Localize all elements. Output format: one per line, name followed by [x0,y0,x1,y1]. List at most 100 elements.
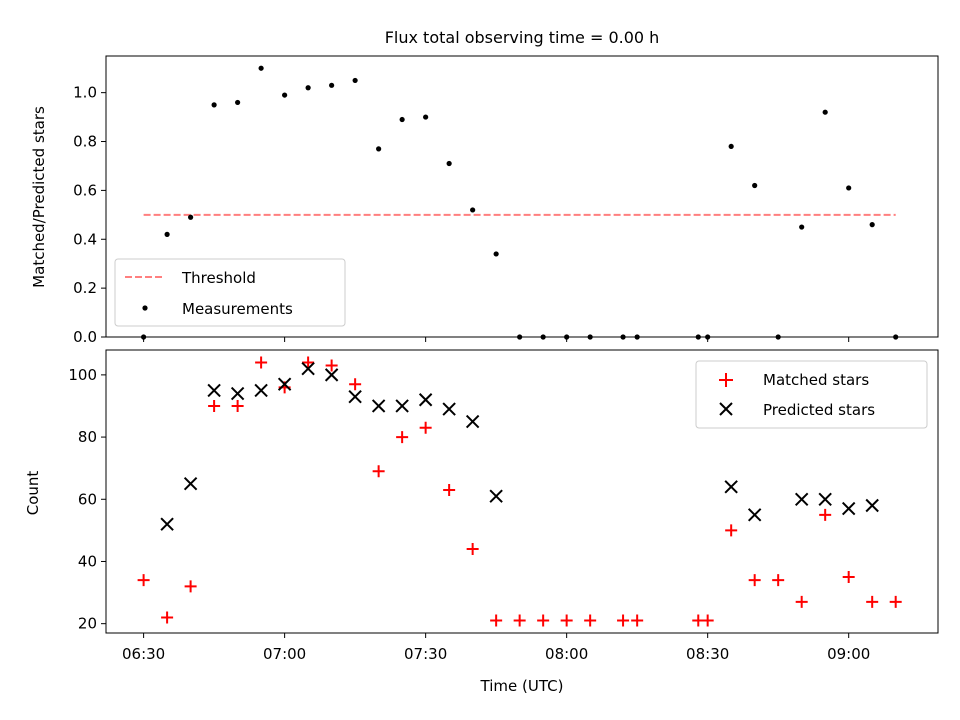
matched-star-point [184,580,197,593]
predicted-star-point [818,492,832,506]
matched-star-point [137,574,150,587]
matched-star-point [443,483,456,496]
predicted-star-point [724,480,738,494]
predicted-star-point [465,414,480,429]
predicted-star-point [371,399,386,413]
matched-star-point [701,614,714,627]
matched-star-point [513,614,526,627]
predicted-star-point [348,389,362,404]
measurement-point [540,334,546,340]
top-y-tick-label: 0.8 [73,133,97,151]
measurement-point [775,334,781,340]
top-y-tick-label: 0.0 [73,328,97,346]
measurement-point [869,222,875,228]
measurement-point [564,334,570,340]
measurement-point [305,85,311,91]
top-y-tick-label: 0.4 [73,230,97,248]
legend-measurements-swatch [142,305,148,311]
measurement-point [893,334,899,340]
matched-star-point [161,611,174,624]
matched-star-point [631,614,644,627]
predicted-star-point [230,386,245,401]
legend-predicted-label: Predicted stars [763,401,875,419]
measurement-point [752,182,758,189]
matched-star-point [889,595,902,608]
matched-star-point [208,399,221,412]
bottom-plot: 20 40 60 80 100 06:30 07:00 07:30 08:00 08:30 09:… [24,349,939,695]
matched-star-point [842,571,855,584]
predicted-star-point [489,489,503,503]
predicted-star-point [324,368,339,382]
measurement-point [141,334,147,340]
measurement-point [470,207,476,213]
predicted-star-point [254,383,268,398]
bottom-legend-box [695,360,928,429]
chart-title: Flux total observing time = 0.00 h [385,28,660,47]
top-y-tick-label: 0.6 [73,181,97,199]
matched-star-point [748,574,761,587]
predicted-star-point [418,393,433,407]
top-y-axis-label: Matched/Predicted stars [30,106,48,288]
legend-matched-label: Matched stars [763,371,869,389]
matched-star-point [349,378,362,391]
top-legend: Threshold Measurements [114,258,346,327]
measurement-point [282,92,288,98]
measurement-point [258,65,264,71]
matched-star-point [866,595,879,608]
measurement-point [728,143,734,150]
measurement-point [620,334,626,340]
measurement-point [587,334,593,340]
measurement-point [164,231,170,237]
top-y-tick-label: 1.0 [73,84,97,102]
x-tick-label: 07:30 [404,645,447,663]
bottom-legend: Matched stars Predicted stars [695,360,928,429]
predicted-star-point [747,508,762,522]
predicted-star-point [442,402,456,416]
legend-threshold-label: Threshold [181,269,256,287]
measurement-point [846,185,852,191]
measurement-point [517,334,523,340]
measurement-point [399,116,405,123]
matched-star-point [325,359,338,372]
measurement-point [235,99,241,106]
matched-star-point [772,574,785,587]
matched-star-point [537,614,550,627]
matched-star-point [490,614,503,627]
matched-star-point [466,543,479,556]
measurement-point [352,77,358,84]
bottom-y-axis-label: Count [24,471,42,516]
predicted-star-point [207,383,221,398]
x-tick-label: 09:00 [827,645,870,663]
x-tick-label: 08:00 [545,645,588,663]
measurement-point [376,146,382,152]
matched-star-point [617,614,630,627]
top-plot-marks [141,65,899,340]
bottom-y-tick-label: 100 [68,366,97,384]
matched-star-point [396,431,409,444]
measurement-point [493,251,499,257]
bottom-y-tick-label: 80 [78,428,97,446]
matched-star-point [560,614,573,627]
measurement-point [446,160,452,167]
x-tick-label: 08:30 [686,645,729,663]
measurement-point [822,109,828,115]
predicted-star-point [841,501,856,516]
measurement-point [799,224,805,230]
legend-measurements-label: Measurements [182,300,293,318]
predicted-star-point [301,361,315,376]
measurement-point [423,114,429,120]
predicted-star-point [160,517,174,531]
measurement-point [634,334,640,340]
bottom-plot-marks [137,356,902,627]
x-tick-label: 06:30 [122,645,165,663]
predicted-star-point [794,492,809,506]
bottom-y-tick-label: 60 [78,490,97,508]
bottom-y-tick-label: 40 [78,552,97,570]
legend-matched-swatch [719,373,733,387]
bottom-plot-frame [105,349,939,634]
legend-predicted-swatch [719,402,733,416]
bottom-x-axis: 06:30 07:00 07:30 08:00 08:30 09:00 [122,633,870,663]
matched-star-point [795,595,808,608]
top-plot: 0.0 0.2 0.4 0.6 0.8 1.0 Matched/Predicted sta… [30,55,939,346]
